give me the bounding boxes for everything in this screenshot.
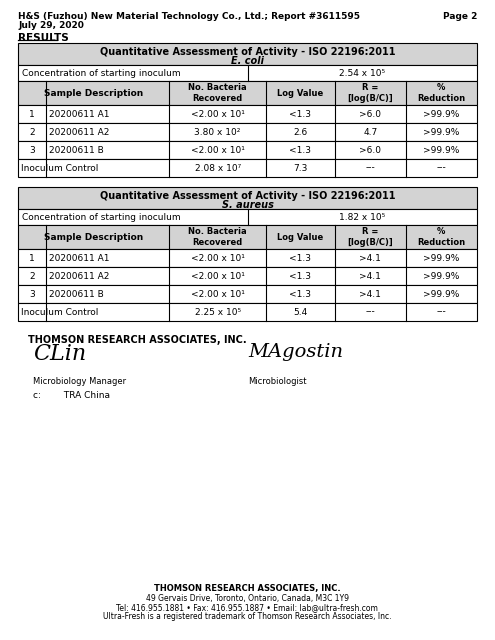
Text: Quantitative Assessment of Activity - ISO 22196:2011: Quantitative Assessment of Activity - IS… (100, 191, 395, 201)
Text: R =
[log(B/C)]: R = [log(B/C)] (347, 83, 393, 102)
Text: Inoculum Control: Inoculum Control (21, 163, 99, 173)
Text: ---: --- (365, 163, 375, 173)
Bar (18, 43, 477, 65)
Text: H&S (Fuzhou) New Material Technology Co., Ltd.; Report #3611595: H&S (Fuzhou) New Material Technology Co.… (18, 12, 360, 21)
Text: Microbiologist: Microbiologist (248, 377, 306, 386)
Text: %
Reduction: % Reduction (417, 83, 465, 102)
Text: Microbiology Manager: Microbiology Manager (33, 377, 126, 386)
Text: 2.25 x 10⁵: 2.25 x 10⁵ (195, 307, 241, 317)
Text: >99.9%: >99.9% (423, 127, 460, 136)
Text: <1.3: <1.3 (289, 271, 311, 280)
Text: CLin: CLin (33, 343, 86, 365)
Text: Sample Description: Sample Description (44, 232, 144, 241)
Text: 3.80 x 10²: 3.80 x 10² (195, 127, 241, 136)
Bar (18, 285, 477, 303)
Text: Concentration of starting inoculum: Concentration of starting inoculum (22, 212, 181, 221)
Text: >6.0: >6.0 (359, 109, 381, 118)
Text: R =
[log(B/C)]: R = [log(B/C)] (347, 227, 393, 246)
Text: 1: 1 (29, 109, 35, 118)
Text: 20200611 A2: 20200611 A2 (49, 271, 109, 280)
Text: <2.00 x 10¹: <2.00 x 10¹ (191, 289, 245, 298)
Text: THOMSON RESEARCH ASSOCIATES, INC.: THOMSON RESEARCH ASSOCIATES, INC. (153, 584, 341, 593)
Text: No. Bacteria
Recovered: No. Bacteria Recovered (189, 227, 247, 246)
Text: S. aureus: S. aureus (222, 200, 273, 210)
Text: >99.9%: >99.9% (423, 271, 460, 280)
Bar (18, 209, 477, 225)
Text: 20200611 A1: 20200611 A1 (49, 253, 109, 262)
Text: <1.3: <1.3 (289, 253, 311, 262)
Text: c:        TRA China: c: TRA China (33, 391, 110, 400)
Text: >99.9%: >99.9% (423, 145, 460, 154)
Text: 20200611 A1: 20200611 A1 (49, 109, 109, 118)
Text: 5.4: 5.4 (293, 307, 307, 317)
Bar (18, 249, 477, 267)
Text: %
Reduction: % Reduction (417, 227, 465, 246)
Text: 2.6: 2.6 (293, 127, 307, 136)
Bar (18, 105, 477, 123)
Text: >99.9%: >99.9% (423, 109, 460, 118)
Text: 1.82 x 10⁵: 1.82 x 10⁵ (339, 212, 386, 221)
Text: <2.00 x 10¹: <2.00 x 10¹ (191, 109, 245, 118)
Text: RESULTS: RESULTS (18, 33, 69, 43)
Text: No. Bacteria
Recovered: No. Bacteria Recovered (189, 83, 247, 102)
Text: July 29, 2020: July 29, 2020 (18, 21, 84, 30)
Text: 20200611 B: 20200611 B (49, 289, 103, 298)
Text: >4.1: >4.1 (359, 271, 381, 280)
Text: <2.00 x 10¹: <2.00 x 10¹ (191, 145, 245, 154)
Text: 49 Gervais Drive, Toronto, Ontario, Canada, M3C 1Y9: 49 Gervais Drive, Toronto, Ontario, Cana… (146, 594, 348, 603)
Text: >4.1: >4.1 (359, 289, 381, 298)
Bar (18, 65, 477, 81)
Text: MAgostin: MAgostin (248, 343, 343, 361)
Text: 4.7: 4.7 (363, 127, 377, 136)
Text: 3: 3 (29, 145, 35, 154)
Text: ---: --- (365, 307, 375, 317)
Text: ---: --- (437, 163, 446, 173)
Text: <2.00 x 10¹: <2.00 x 10¹ (191, 271, 245, 280)
Text: ---: --- (437, 307, 446, 317)
Text: 2.54 x 10⁵: 2.54 x 10⁵ (339, 68, 385, 77)
Text: Log Value: Log Value (277, 232, 323, 241)
Text: <1.3: <1.3 (289, 145, 311, 154)
Bar (18, 81, 477, 105)
Text: Quantitative Assessment of Activity - ISO 22196:2011: Quantitative Assessment of Activity - IS… (100, 47, 395, 57)
Text: 20200611 B: 20200611 B (49, 145, 103, 154)
Bar (18, 187, 477, 209)
Text: Inoculum Control: Inoculum Control (21, 307, 99, 317)
Text: Sample Description: Sample Description (44, 88, 144, 97)
Text: THOMSON RESEARCH ASSOCIATES, INC.: THOMSON RESEARCH ASSOCIATES, INC. (28, 335, 247, 345)
Text: Ultra-Fresh is a registered trademark of Thomson Research Associates, Inc.: Ultra-Fresh is a registered trademark of… (103, 612, 391, 621)
Bar (18, 303, 477, 321)
Text: Concentration of starting inoculum: Concentration of starting inoculum (22, 68, 181, 77)
Text: 20200611 A2: 20200611 A2 (49, 127, 109, 136)
Text: <2.00 x 10¹: <2.00 x 10¹ (191, 253, 245, 262)
Bar (18, 141, 477, 159)
Text: 2: 2 (29, 271, 35, 280)
Text: Tel: 416.955.1881 • Fax: 416.955.1887 • Email: lab@ultra-fresh.com: Tel: 416.955.1881 • Fax: 416.955.1887 • … (116, 603, 378, 612)
Text: 7.3: 7.3 (293, 163, 307, 173)
Text: Page 2: Page 2 (443, 12, 477, 21)
Text: >6.0: >6.0 (359, 145, 381, 154)
Text: E. coli: E. coli (231, 56, 264, 66)
Text: >99.9%: >99.9% (423, 289, 460, 298)
Text: <1.3: <1.3 (289, 289, 311, 298)
Text: 2.08 x 10⁷: 2.08 x 10⁷ (195, 163, 241, 173)
Bar (18, 267, 477, 285)
Text: >4.1: >4.1 (359, 253, 381, 262)
Text: Log Value: Log Value (277, 88, 323, 97)
Text: <1.3: <1.3 (289, 109, 311, 118)
Text: >99.9%: >99.9% (423, 253, 460, 262)
Bar (18, 123, 477, 141)
Bar (18, 225, 477, 249)
Text: 2: 2 (29, 127, 35, 136)
Text: 1: 1 (29, 253, 35, 262)
Text: 3: 3 (29, 289, 35, 298)
Bar (18, 159, 477, 177)
